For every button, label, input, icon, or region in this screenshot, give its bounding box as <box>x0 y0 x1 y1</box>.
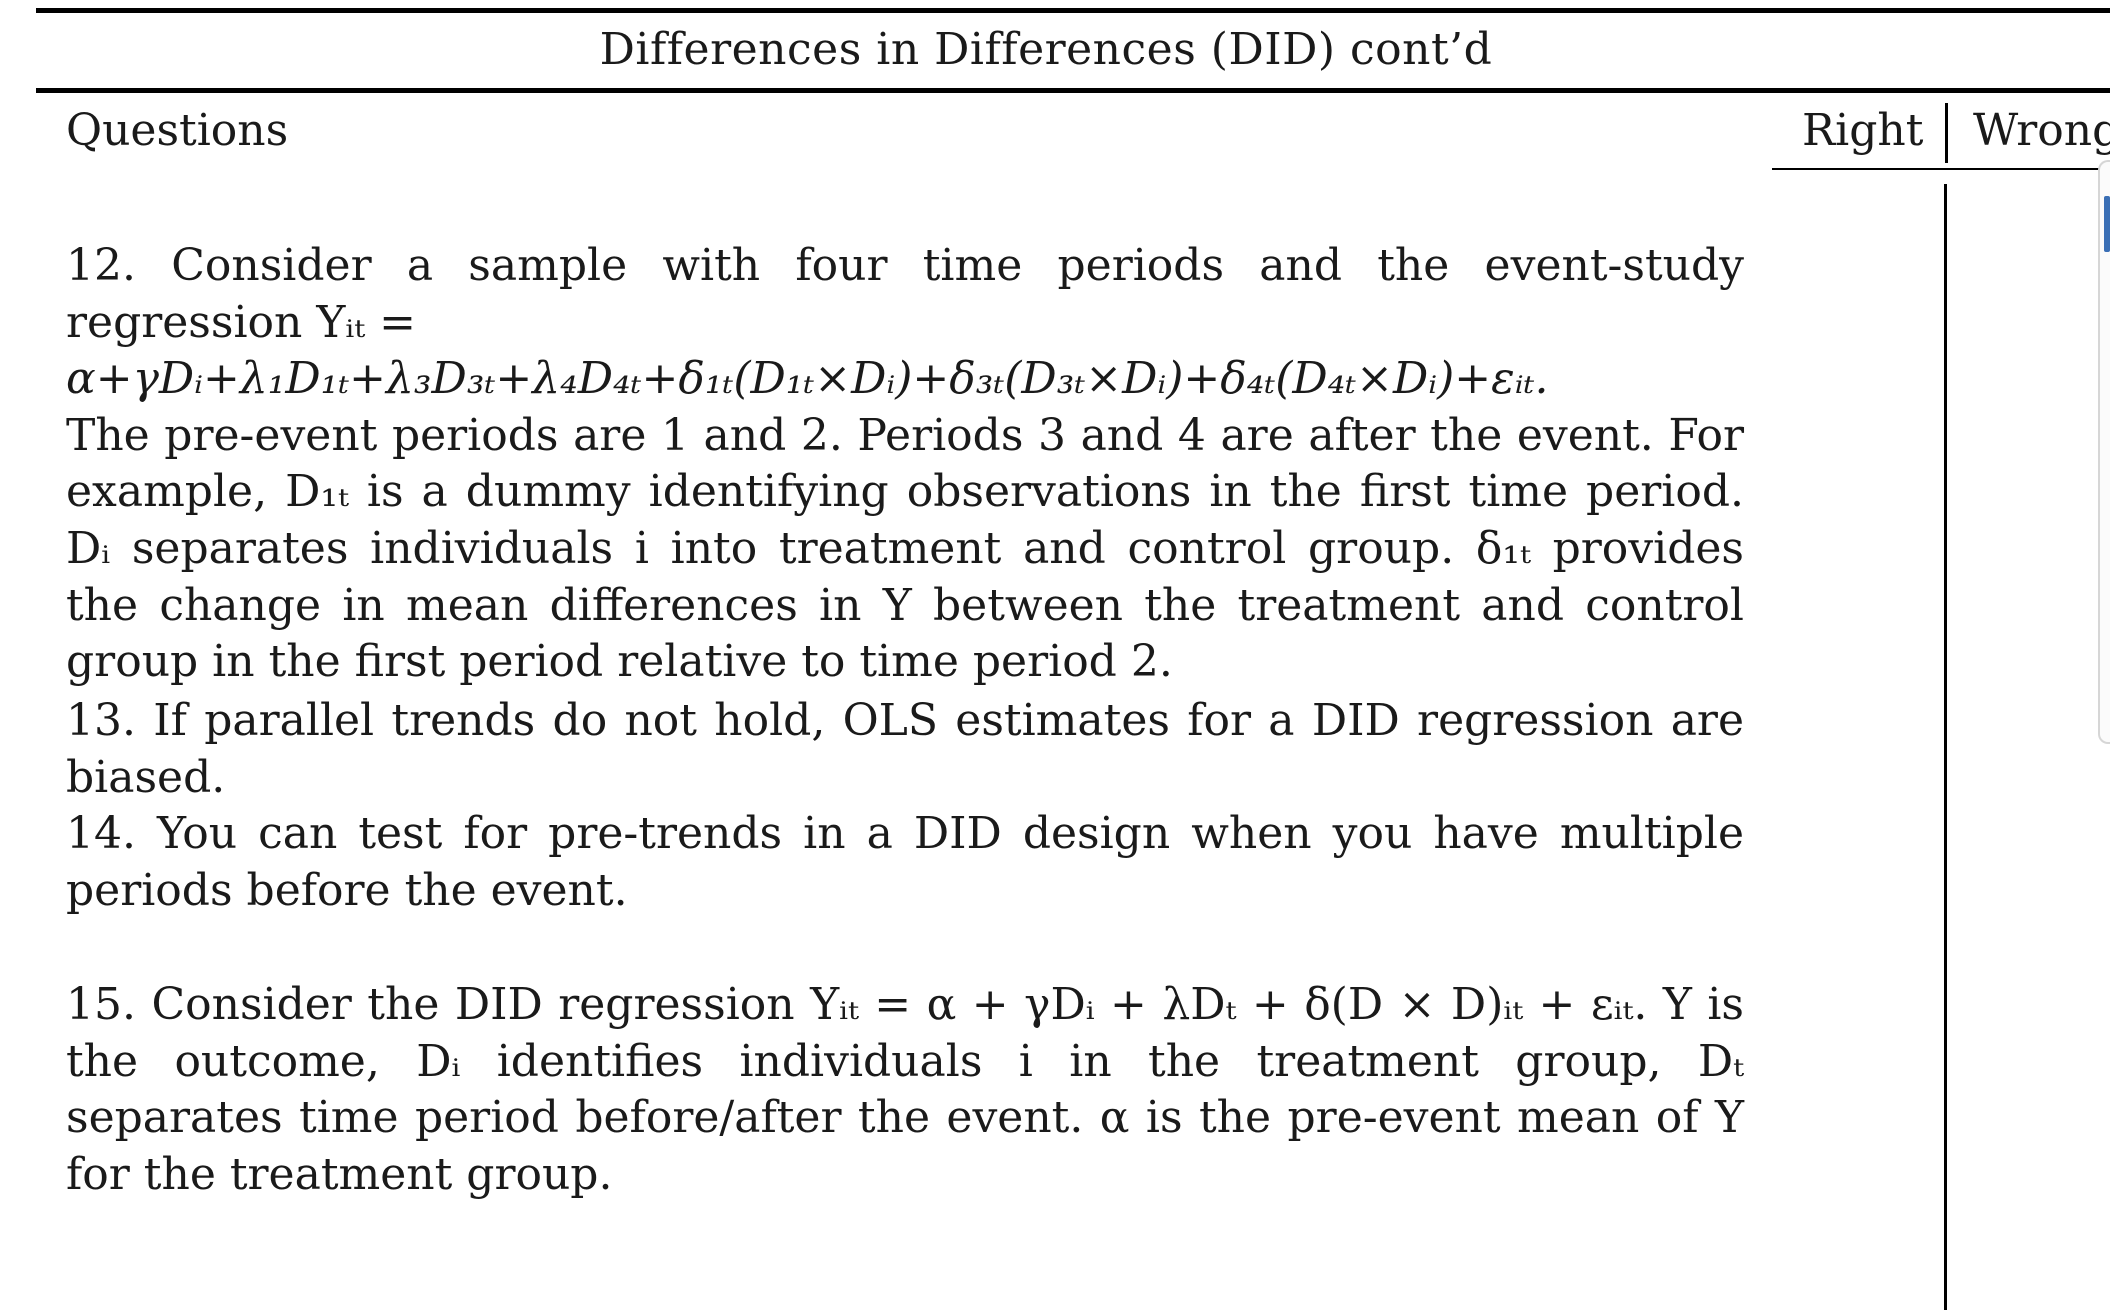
question-12: 12. Consider a sample with four time per… <box>66 238 1744 691</box>
question-12-text: 12. Consider a sample with four time per… <box>66 240 1744 348</box>
question-12-equation: α+γDᵢ+λ₁D₁ₜ+λ₃D₃ₜ+λ₄D₄ₜ+δ₁ₜ(D₁ₜ×Dᵢ)+δ₃ₜ(… <box>66 353 1549 405</box>
column-divider <box>1945 103 1948 163</box>
question-14: 14. You can test for pre-trends in a DID… <box>66 806 1744 919</box>
questions-heading: Questions <box>66 105 289 156</box>
question-15: 15. Consider the DID regression Yᵢₜ = α … <box>66 977 1744 1203</box>
top-rule <box>36 8 2110 13</box>
question-14-text: 14. You can test for pre-trends in a DID… <box>66 808 1744 916</box>
question-13: 13. If parallel trends do not hold, OLS … <box>66 693 1744 806</box>
page-title: Differences in Differences (DID) cont’d <box>599 24 1493 75</box>
wrong-column-label: Wrong <box>1973 105 2110 156</box>
question-12-text-cont: The pre-event periods are 1 and 2. Perio… <box>66 409 1744 688</box>
answer-header-rule <box>1772 168 2110 170</box>
question-13-text: 13. If parallel trends do not hold, OLS … <box>66 695 1744 803</box>
answer-column-divider <box>1944 184 1947 1310</box>
right-column-label: Right <box>1802 105 1924 156</box>
answer-column-header: Right Wrong <box>1772 101 2110 171</box>
side-panel-tab[interactable] <box>2098 160 2110 744</box>
title-rule <box>36 88 2110 93</box>
tab-indicator-icon <box>2104 196 2110 252</box>
question-15-text: 15. Consider the DID regression Yᵢₜ = α … <box>66 979 1744 1200</box>
